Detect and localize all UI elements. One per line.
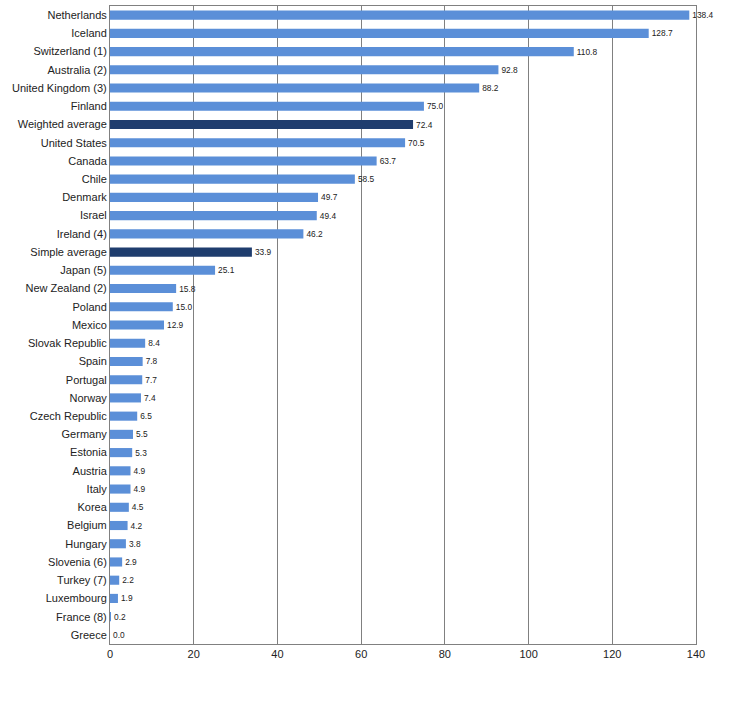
svg-text:4.5: 4.5: [132, 502, 144, 512]
svg-text:Italy: Italy: [87, 483, 108, 495]
svg-text:Mexico: Mexico: [72, 319, 107, 331]
svg-text:7.7: 7.7: [145, 375, 157, 385]
svg-text:Greece: Greece: [71, 629, 107, 641]
svg-text:3.8: 3.8: [129, 539, 141, 549]
svg-text:120: 120: [603, 648, 621, 660]
svg-text:7.4: 7.4: [144, 393, 156, 403]
svg-text:Norway: Norway: [70, 392, 108, 404]
svg-text:Portugal: Portugal: [66, 374, 107, 386]
svg-text:Turkey (7): Turkey (7): [57, 574, 107, 586]
svg-text:46.2: 46.2: [306, 229, 323, 239]
svg-text:United Kingdom (3): United Kingdom (3): [12, 82, 107, 94]
svg-text:25.1: 25.1: [218, 265, 235, 275]
svg-text:Slovak Republic: Slovak Republic: [28, 337, 107, 349]
svg-text:Simple average: Simple average: [30, 246, 106, 258]
svg-text:7.8: 7.8: [146, 356, 158, 366]
svg-text:15.8: 15.8: [179, 284, 196, 294]
svg-text:40: 40: [271, 648, 283, 660]
svg-text:Germany: Germany: [62, 428, 108, 440]
svg-text:New Zealand (2): New Zealand (2): [25, 282, 106, 294]
svg-text:Finland: Finland: [71, 100, 107, 112]
svg-text:100: 100: [519, 648, 537, 660]
svg-text:Denmark: Denmark: [62, 191, 107, 203]
svg-text:8.4: 8.4: [148, 338, 160, 348]
svg-text:140: 140: [687, 648, 705, 660]
svg-text:Belgium: Belgium: [67, 519, 107, 531]
svg-text:Korea: Korea: [77, 501, 107, 513]
svg-text:4.9: 4.9: [134, 484, 146, 494]
svg-text:80: 80: [439, 648, 451, 660]
svg-text:70.5: 70.5: [408, 138, 425, 148]
svg-text:49.4: 49.4: [320, 211, 337, 221]
svg-text:Spain: Spain: [79, 355, 107, 367]
svg-text:1.9: 1.9: [121, 593, 133, 603]
svg-text:60: 60: [355, 648, 367, 660]
svg-text:United States: United States: [41, 137, 108, 149]
svg-text:Switzerland (1): Switzerland (1): [33, 45, 106, 57]
svg-text:Netherlands: Netherlands: [47, 9, 107, 21]
svg-text:20: 20: [188, 648, 200, 660]
svg-text:Weighted average: Weighted average: [18, 118, 107, 130]
svg-text:Ireland (4): Ireland (4): [57, 228, 107, 240]
svg-text:Iceland: Iceland: [71, 27, 106, 39]
svg-text:Poland: Poland: [73, 301, 107, 313]
svg-text:33.9: 33.9: [255, 247, 272, 257]
svg-text:Austria: Austria: [73, 465, 108, 477]
svg-text:France (8): France (8): [56, 611, 107, 623]
svg-text:0.0: 0.0: [113, 630, 125, 640]
svg-text:Czech Republic: Czech Republic: [30, 410, 108, 422]
svg-text:Luxembourg: Luxembourg: [46, 592, 107, 604]
svg-text:92.8: 92.8: [501, 65, 518, 75]
svg-text:Japan (5): Japan (5): [60, 264, 106, 276]
svg-text:6.5: 6.5: [140, 411, 152, 421]
svg-text:75.0: 75.0: [427, 101, 444, 111]
svg-text:49.7: 49.7: [321, 192, 338, 202]
svg-text:12.9: 12.9: [167, 320, 184, 330]
svg-text:5.3: 5.3: [135, 448, 147, 458]
svg-text:4.9: 4.9: [134, 466, 146, 476]
svg-text:Slovenia (6): Slovenia (6): [48, 556, 107, 568]
svg-text:Australia (2): Australia (2): [48, 64, 107, 76]
svg-text:63.7: 63.7: [380, 156, 397, 166]
svg-text:110.8: 110.8: [577, 47, 598, 57]
svg-text:4.2: 4.2: [131, 521, 143, 531]
svg-text:128.7: 128.7: [652, 28, 673, 38]
svg-text:72.4: 72.4: [416, 120, 433, 130]
svg-text:Chile: Chile: [82, 173, 107, 185]
svg-text:2.2: 2.2: [122, 575, 134, 585]
svg-text:2.9: 2.9: [125, 557, 137, 567]
svg-text:15.0: 15.0: [176, 302, 193, 312]
svg-text:0: 0: [107, 648, 113, 660]
svg-text:Estonia: Estonia: [70, 446, 108, 458]
svg-text:0.2: 0.2: [114, 612, 126, 622]
svg-text:58.5: 58.5: [358, 174, 375, 184]
svg-text:138.4: 138.4: [692, 10, 713, 20]
svg-text:Hungary: Hungary: [65, 538, 107, 550]
svg-text:88.2: 88.2: [482, 83, 499, 93]
svg-text:Israel: Israel: [80, 209, 107, 221]
svg-text:Canada: Canada: [68, 155, 107, 167]
svg-text:5.5: 5.5: [136, 429, 148, 439]
